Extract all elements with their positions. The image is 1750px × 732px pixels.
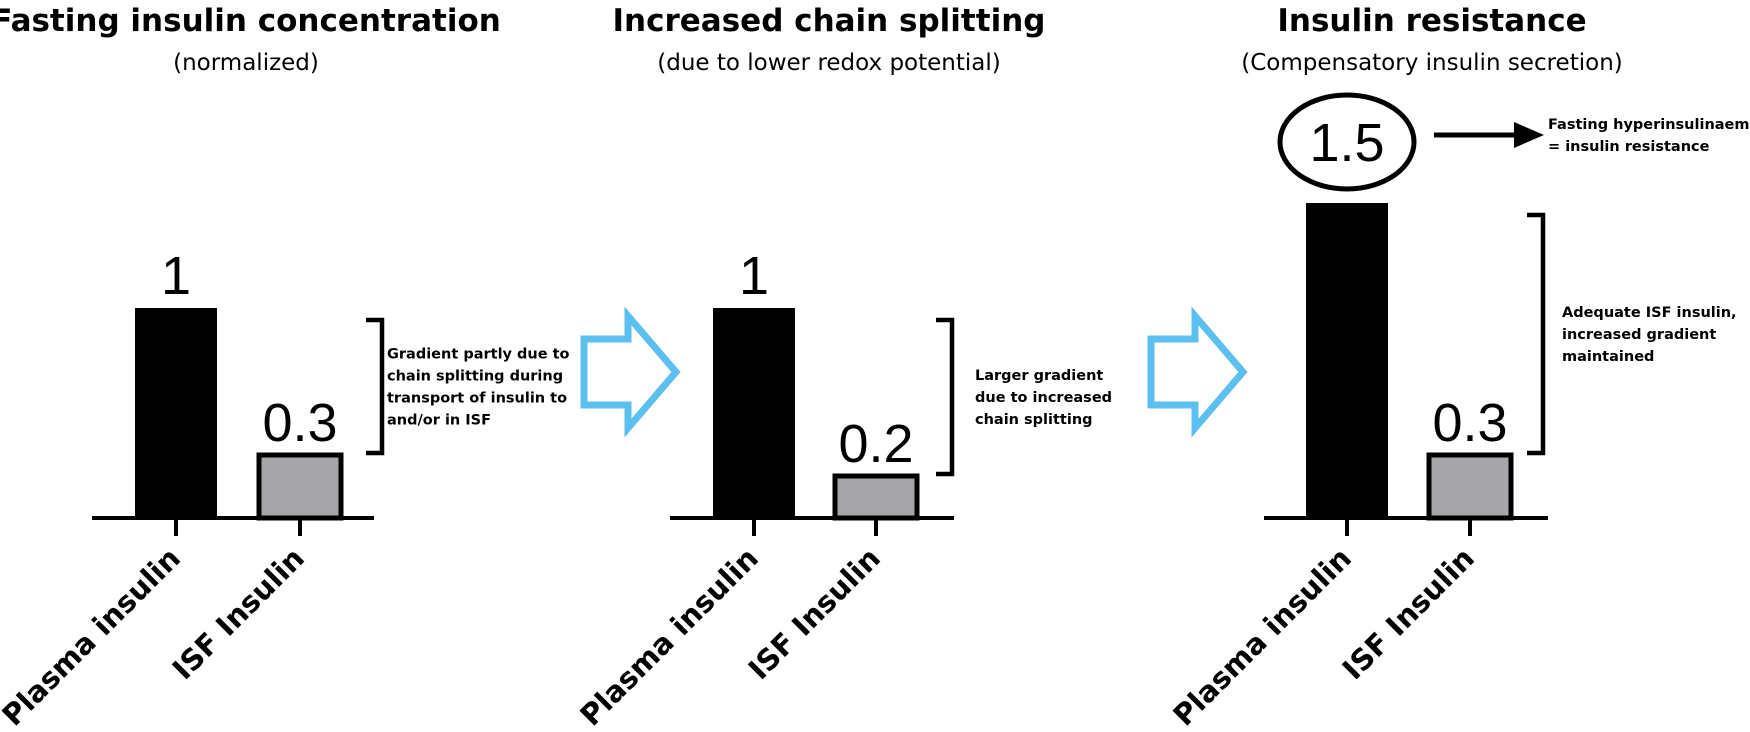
annotation-line: Gradient partly due to [387,347,570,363]
panel-chain-splitting: Increased chain splitting (due to lower … [613,3,1046,76]
arrow-right-solid-icon [1434,122,1544,148]
data-label: 1 [739,246,769,306]
panel-subtitle: (due to lower redox potential) [657,50,1000,76]
panel-insulin-resistance: Insulin resistance (Compensatory insulin… [1241,3,1623,76]
bar-chart: 1.5 Plasma insulin 0.3 ISF Insulin Adequate … [1166,92,1737,732]
callout-line: Fasting hyperinsulinaemia [1548,117,1750,133]
annotation-line: chain splitting during [387,369,563,385]
value-circle [1277,92,1417,192]
panel-subtitle: (Compensatory insulin secretion) [1241,50,1623,76]
data-label: 0.3 [1432,393,1507,453]
panel-title: Insulin resistance [1277,3,1586,39]
tick-label: Plasma insulin [1166,541,1358,732]
panel-fasting: Fasting insulin concentration (normalize… [0,3,501,76]
callout-line: = insulin resistance [1548,139,1710,155]
data-label: 1.5 [1309,113,1384,173]
gradient-bracket [366,317,385,456]
annotation-line: and/or in ISF [387,413,491,429]
tick-label: ISF Insulin [1336,541,1481,686]
gradient-bracket [1527,212,1546,456]
tick-label: Plasma insulin [0,541,187,732]
panel-title: Increased chain splitting [613,3,1046,39]
bar-plasma-insulin [713,308,795,518]
bar-plasma-insulin [135,308,217,518]
tick-label: Plasma insulin [573,541,765,732]
annotation-line: due to increased [975,390,1112,406]
data-label: 0.3 [262,393,337,453]
bar-plasma-insulin [1306,203,1388,518]
tick-label: ISF Insulin [742,541,887,686]
annotation-line: Larger gradient [975,368,1103,384]
annotation-line: chain splitting [975,412,1093,428]
bar-chart: 1 Plasma insulin 0.2 ISF Insulin Larger grad… [573,246,1112,732]
bar-isf-insulin [256,452,344,521]
panel-title: Fasting insulin concentration [0,3,501,39]
annotation-line: increased gradient [1562,327,1716,343]
data-label: 1 [161,246,191,306]
annotation-line: Adequate ISF insulin, [1562,305,1737,321]
arrow-right-outline-icon [580,306,681,438]
gradient-bracket [936,317,955,477]
annotation-line: maintained [1562,349,1654,365]
charts-layer: 1 Plasma insulin 0.3 ISF Insulin Gradient pa… [0,92,1737,732]
bar-chart: 1 Plasma insulin 0.3 ISF Insulin Gradient pa… [0,246,570,732]
panel-subtitle: (normalized) [173,50,319,76]
data-label: 0.2 [838,414,913,474]
bar-isf-insulin [832,473,920,521]
tick-label: ISF Insulin [166,541,311,686]
arrow-right-outline-icon [1147,306,1248,438]
annotation-line: transport of insulin to [387,391,567,407]
bar-isf-insulin [1426,452,1514,521]
